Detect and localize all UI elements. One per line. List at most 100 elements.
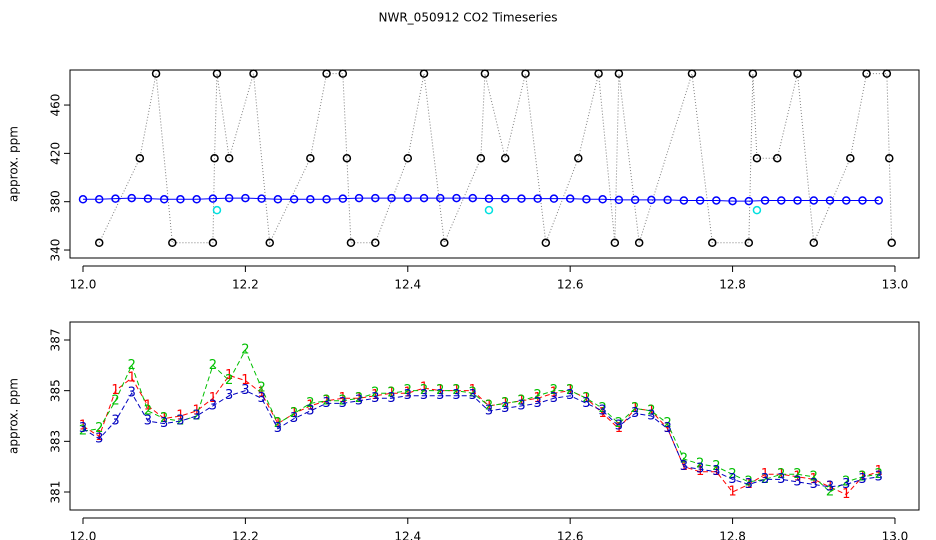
point-label: 2 — [599, 401, 607, 416]
point — [630, 195, 640, 205]
point-label: 3 — [225, 388, 233, 403]
point — [212, 69, 222, 78]
series-line — [82, 390, 879, 488]
point — [306, 153, 315, 163]
point-label: 2 — [79, 424, 87, 439]
point — [468, 193, 477, 203]
point — [825, 196, 835, 205]
point — [708, 238, 717, 248]
point — [744, 238, 754, 248]
point — [338, 69, 348, 78]
point — [419, 193, 429, 203]
point — [371, 193, 380, 203]
point — [712, 196, 721, 205]
point — [614, 69, 624, 78]
point-label: 3 — [615, 419, 623, 434]
point — [476, 153, 486, 163]
point-label: 1 — [128, 370, 136, 385]
point-label: 2 — [322, 393, 330, 408]
point-label: 2 — [193, 409, 201, 424]
x-tick-label: 12.8 — [719, 530, 746, 540]
point-label: 2 — [436, 383, 444, 398]
point-label: 3 — [306, 403, 314, 418]
point-label: 2 — [469, 386, 477, 401]
point — [210, 153, 219, 163]
point-label: 3 — [485, 403, 493, 418]
series-line — [82, 197, 879, 202]
chart-title: NWR_050912 CO2 Timeseries — [379, 11, 558, 25]
point-label: 3 — [777, 472, 785, 487]
point — [192, 195, 201, 204]
point-label: 1 — [550, 386, 558, 401]
point — [322, 195, 331, 204]
point-label: 3 — [647, 409, 655, 424]
point-label: 1 — [615, 421, 623, 436]
point — [168, 238, 177, 248]
point-label: 3 — [826, 479, 834, 494]
point-label: 3 — [193, 409, 201, 424]
point-label: 1 — [339, 391, 347, 406]
point-label: 1 — [225, 368, 233, 383]
point — [208, 238, 218, 248]
point — [809, 196, 819, 205]
point-label: 2 — [355, 391, 363, 406]
point-label: 3 — [745, 477, 753, 492]
point-label: 2 — [875, 467, 883, 482]
point — [322, 69, 331, 78]
point-label: 2 — [826, 485, 834, 500]
point-label: 1 — [810, 472, 818, 487]
point — [752, 153, 762, 163]
point-label: 3 — [761, 472, 769, 487]
point-label: 3 — [663, 421, 671, 436]
point-label: 2 — [274, 416, 282, 431]
point-label: 3 — [160, 416, 168, 431]
point-label: 1 — [176, 409, 184, 424]
point-label: 3 — [728, 472, 736, 487]
point — [809, 238, 819, 248]
point — [887, 238, 896, 248]
series-line — [82, 348, 879, 493]
point — [289, 195, 299, 204]
plot-frame — [69, 69, 920, 259]
point — [111, 194, 120, 203]
point-label: 3 — [631, 406, 639, 421]
point-label: 3 — [696, 462, 704, 477]
x-tick-label: 12.2 — [232, 530, 259, 540]
point — [143, 194, 153, 203]
point — [159, 195, 169, 204]
point — [679, 196, 689, 205]
point-label: 2 — [452, 383, 460, 398]
series-line — [82, 374, 879, 496]
point — [841, 196, 851, 205]
point — [882, 69, 892, 78]
point — [127, 193, 136, 203]
point-label: 1 — [663, 421, 671, 436]
point-label: 2 — [534, 388, 542, 403]
point — [346, 238, 356, 248]
y-tick-label: 385 — [49, 379, 63, 402]
point-label: 2 — [128, 358, 136, 373]
point-label: 1 — [371, 388, 379, 403]
point-label: 1 — [111, 383, 119, 398]
point — [265, 238, 274, 248]
point-label: 3 — [371, 391, 379, 406]
series-line — [98, 73, 893, 245]
point-label: 1 — [728, 485, 736, 500]
point-label: 2 — [647, 403, 655, 418]
point-label: 1 — [534, 391, 542, 406]
x-tick-label: 12.2 — [232, 278, 259, 292]
point-label: 2 — [501, 396, 509, 411]
point-label: 2 — [404, 383, 412, 398]
point-label: 3 — [290, 411, 298, 426]
point-label: 1 — [79, 419, 87, 434]
point-label: 3 — [469, 388, 477, 403]
point — [241, 193, 250, 203]
point — [436, 193, 445, 203]
point-label: 3 — [257, 391, 265, 406]
point-label: 1 — [875, 464, 883, 479]
point — [249, 69, 258, 78]
point — [484, 205, 494, 215]
point — [371, 238, 380, 248]
y-tick-label: 340 — [49, 239, 63, 262]
point-label: 1 — [257, 386, 265, 401]
